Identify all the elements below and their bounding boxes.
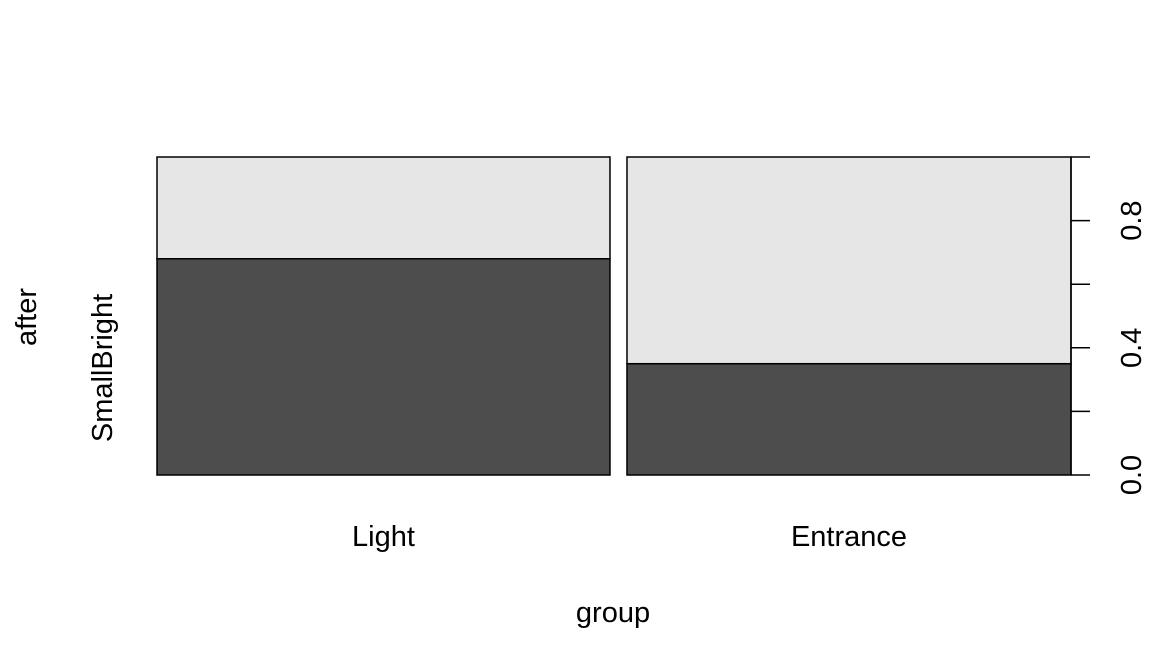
x-tick-label: Entrance	[791, 521, 907, 553]
x-tick-labels: Light Entrance	[352, 521, 907, 553]
plot-panels	[156, 156, 1072, 476]
y-tick-label: 0.4	[1116, 328, 1148, 368]
y-tick-label: 0.8	[1116, 200, 1148, 240]
x-tick-label: Light	[352, 521, 415, 553]
bar-entrance-segment-1	[626, 362, 1072, 476]
x-axis-label: group	[576, 597, 650, 629]
y-category-label: SmallBright	[87, 294, 119, 442]
bar-light-segment-1	[156, 258, 611, 476]
bar-entrance-segment-2	[626, 156, 1072, 365]
y-axis-label: after	[11, 288, 43, 346]
y-axis: 0.0 0.4 0.8	[1070, 156, 1148, 495]
y-tick-label: 0.0	[1116, 455, 1148, 495]
bar-light-segment-2	[156, 156, 611, 260]
